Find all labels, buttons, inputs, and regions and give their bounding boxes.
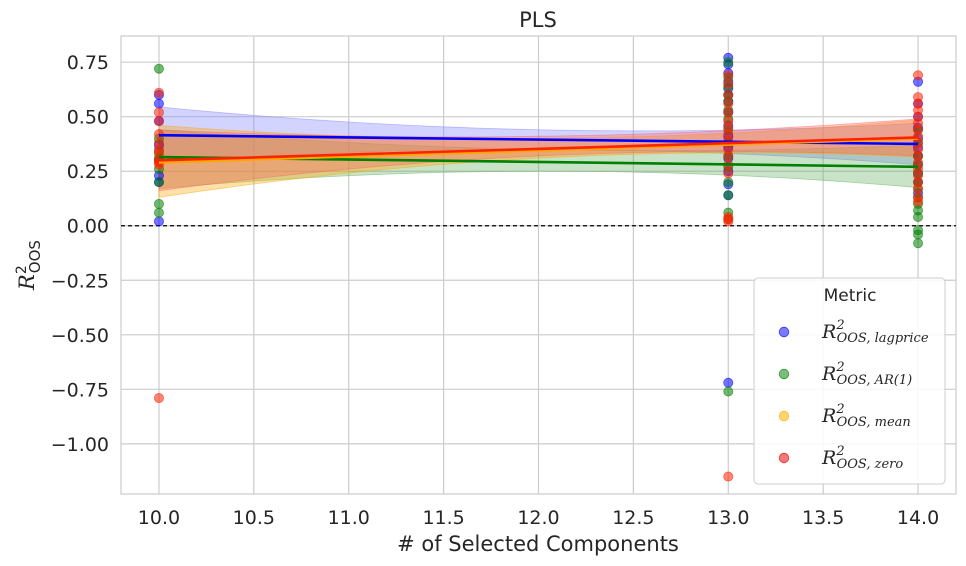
regression-lines xyxy=(158,133,919,169)
data-point-zero xyxy=(723,89,734,100)
data-point-zero xyxy=(723,168,734,179)
y-tick-label: −0.50 xyxy=(51,325,109,347)
x-axis-ticks: 10.0 10.5 11.0 11.5 12.0 12.5 13.0 13.5 14.0 xyxy=(138,507,939,529)
x-tick-label: 10.5 xyxy=(233,507,275,529)
data-point-ar1 xyxy=(153,198,164,209)
data-point-zero xyxy=(153,107,164,118)
data-point-lagprice xyxy=(153,98,164,109)
x-tick-label: 12.5 xyxy=(612,507,654,529)
x-tick-label: 12.0 xyxy=(517,507,559,529)
data-point-lagprice xyxy=(723,377,734,388)
data-point-zero xyxy=(153,393,164,404)
data-point-ar1 xyxy=(913,238,924,249)
data-point-zero xyxy=(913,70,924,81)
x-tick-label: 11.0 xyxy=(328,507,370,529)
fit-line-zero xyxy=(158,136,919,162)
data-point-zero xyxy=(913,196,924,207)
chart-title: PLS xyxy=(519,8,557,32)
data-point-ar1 xyxy=(723,386,734,397)
x-axis-label: # of Selected Components xyxy=(397,532,679,556)
data-point-zero xyxy=(723,107,734,118)
y-tick-label: −0.75 xyxy=(51,379,109,401)
data-point-zero xyxy=(153,116,164,127)
x-tick-label: 11.5 xyxy=(422,507,464,529)
data-point-ar1 xyxy=(153,63,164,74)
y-axis-ticks: 0.75 0.50 0.25 0.00 −0.25 −0.50 −0.75 −1.00 xyxy=(51,52,109,456)
y-tick-label: 0.50 xyxy=(67,107,109,129)
data-point-zero xyxy=(723,150,734,161)
legend-title: Metric xyxy=(824,286,877,306)
legend-marker xyxy=(778,452,790,464)
x-tick-label: 13.5 xyxy=(802,507,844,529)
y-tick-label: 0.00 xyxy=(67,216,109,238)
data-point-ar1 xyxy=(153,177,164,188)
legend-box xyxy=(753,277,946,485)
data-point-zero xyxy=(723,471,734,482)
legend: Metric R2 OOS, lagprice R2 OOS, AR(1) R2 OOS,… xyxy=(753,277,946,485)
x-tick-label: 10.0 xyxy=(138,507,180,529)
y-axis-label-text: R2OOS xyxy=(14,240,44,291)
legend-marker xyxy=(778,410,790,422)
data-point-zero xyxy=(723,98,734,109)
data-point-zero xyxy=(723,70,734,81)
y-tick-label: 0.25 xyxy=(67,161,109,183)
data-point-zero xyxy=(723,214,734,225)
data-point-lagprice xyxy=(153,216,164,227)
legend-label: R2 OOS, mean xyxy=(821,402,911,430)
data-point-ar1 xyxy=(723,57,734,68)
y-tick-label: −0.25 xyxy=(51,270,109,292)
data-point-zero xyxy=(723,78,734,89)
data-point-zero xyxy=(153,87,164,98)
x-tick-label: 13.0 xyxy=(707,507,749,529)
y-tick-label: −1.00 xyxy=(51,434,109,456)
data-point-ar1 xyxy=(913,225,924,236)
data-point-ar1 xyxy=(723,177,734,188)
y-axis-label: R2OOS xyxy=(14,240,44,291)
legend-marker xyxy=(778,326,790,338)
legend-label: R2 OOS, zero xyxy=(821,444,903,472)
data-point-zero xyxy=(913,183,924,194)
data-point-ar1 xyxy=(723,190,734,201)
data-point-ar1 xyxy=(153,207,164,218)
x-tick-label: 14.0 xyxy=(897,507,939,529)
legend-label: R2 OOS, lagprice xyxy=(821,318,929,346)
legend-label: R2 OOS, AR(1) xyxy=(821,360,912,388)
legend-marker xyxy=(778,368,790,380)
y-tick-label: 0.75 xyxy=(67,52,109,74)
